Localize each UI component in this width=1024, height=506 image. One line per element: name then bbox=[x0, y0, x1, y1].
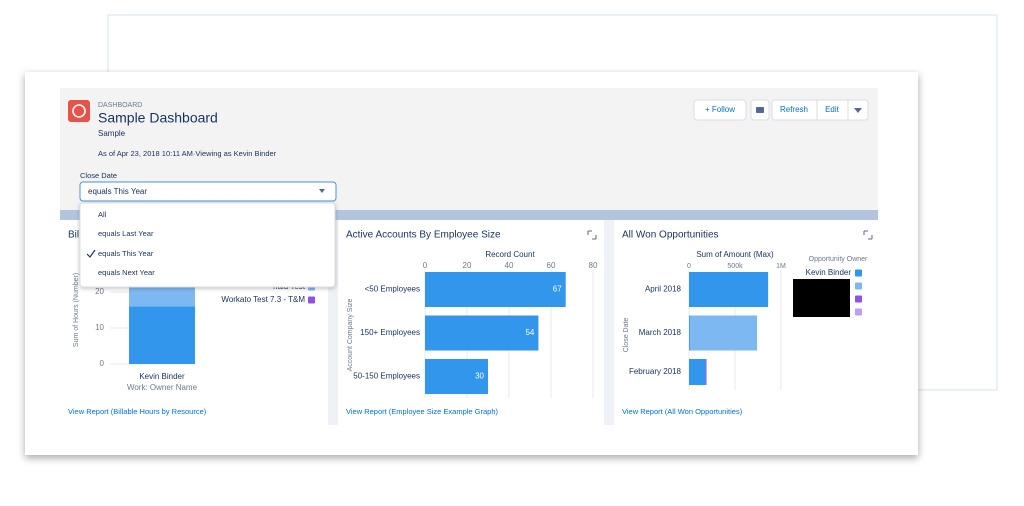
y-axis-title: Close Date bbox=[623, 318, 630, 353]
filter-value: equals This Year bbox=[88, 187, 147, 196]
x-tick-label: 0 bbox=[423, 261, 428, 270]
follow-label: + Follow bbox=[705, 105, 735, 114]
legend-swatch bbox=[855, 308, 862, 316]
legend-swatch bbox=[308, 296, 315, 304]
report-link[interactable]: View Report (All Won Opportunities) bbox=[622, 407, 743, 416]
x-tick-label: 60 bbox=[547, 261, 556, 270]
filter-label: Close Date bbox=[80, 171, 117, 180]
value-label: 30 bbox=[475, 372, 484, 381]
x-tick-label: 40 bbox=[505, 261, 514, 270]
panel-title: All Won Opportunities bbox=[622, 230, 719, 241]
y-tick-label: <50 Employees bbox=[365, 285, 420, 294]
more-button[interactable] bbox=[854, 108, 862, 113]
follow-button[interactable] bbox=[693, 99, 747, 121]
x-tick-label: Kevin Binder bbox=[139, 372, 185, 381]
legend-label: Workato Test 7.3 - T&M bbox=[221, 295, 305, 304]
x-axis-title: Sum of Amount (Max) bbox=[696, 250, 774, 259]
legend-label: Kevin Binder bbox=[806, 268, 852, 277]
x-tick-label: 1M bbox=[776, 263, 786, 270]
charts: Billable Hours by ResourceView Report (B… bbox=[68, 230, 873, 416]
bar-segment bbox=[689, 272, 769, 307]
bar bbox=[425, 315, 539, 351]
bar-segment bbox=[689, 315, 690, 351]
check bbox=[86, 249, 96, 258]
caret bbox=[319, 189, 325, 193]
bar bbox=[425, 359, 488, 394]
filter-dropdown: All equals Last Year equals This Year eq… bbox=[79, 202, 336, 288]
band bbox=[60, 210, 878, 220]
bar-segment bbox=[689, 359, 706, 385]
expand-icon bbox=[863, 230, 873, 240]
x-tick-label: 20 bbox=[463, 261, 472, 270]
refresh-label: Refresh bbox=[780, 105, 808, 114]
legend-swatch bbox=[855, 269, 862, 277]
option[interactable]: equals This Year bbox=[98, 249, 154, 258]
option[interactable]: All bbox=[98, 210, 107, 219]
y-tick-label: March 2018 bbox=[639, 328, 682, 337]
report-link[interactable]: View Report (Billable Hours by Resource) bbox=[68, 407, 207, 416]
buttons: + Follow Refresh Edit bbox=[693, 99, 869, 121]
x-tick-label: 0 bbox=[687, 263, 691, 270]
x-tick-label: 80 bbox=[589, 261, 598, 270]
y-tick-label: 0 bbox=[100, 359, 105, 368]
dashboard-icon bbox=[68, 100, 90, 122]
y-axis-title: Sum of Hours (Number) bbox=[73, 273, 80, 347]
option[interactable]: equals Last Year bbox=[98, 229, 154, 238]
report-link[interactable]: View Report (Employee Size Example Graph… bbox=[346, 407, 499, 416]
y-tick-label: 150+ Employees bbox=[360, 328, 420, 337]
subtitle: Sample bbox=[98, 129, 126, 138]
icon-glyph bbox=[72, 104, 86, 118]
legend-swatch bbox=[855, 282, 862, 290]
value-label: 67 bbox=[553, 285, 562, 294]
legend-title: Opportunity Owner bbox=[809, 256, 868, 263]
filter-select[interactable] bbox=[79, 181, 337, 202]
title: Sample Dashboard bbox=[98, 110, 218, 126]
legend-swatch bbox=[855, 295, 862, 303]
panel-title: Active Accounts By Employee Size bbox=[346, 230, 501, 241]
bar bbox=[425, 272, 566, 307]
bar-segment bbox=[705, 359, 707, 385]
bar-segment bbox=[689, 315, 758, 351]
x-axis-title: Work: Owner Name bbox=[127, 383, 198, 392]
y-tick-label: April 2018 bbox=[645, 285, 682, 294]
y-axis-title: Account Company Size bbox=[347, 299, 354, 372]
y-tick-label: 10 bbox=[95, 323, 104, 332]
as-of: As of Apr 23, 2018 10:11 AM·Viewing as K… bbox=[98, 149, 277, 158]
button-group bbox=[771, 99, 869, 121]
value-label: 54 bbox=[525, 328, 534, 337]
bar-segment bbox=[129, 306, 195, 364]
edit-label: Edit bbox=[825, 105, 840, 114]
option[interactable]: equals Next Year bbox=[98, 268, 155, 277]
expand-icon bbox=[587, 230, 597, 240]
kicker: DASHBOARD bbox=[98, 102, 142, 109]
subscribe-icon bbox=[756, 107, 764, 113]
y-tick-label: 50-150 Employees bbox=[353, 372, 420, 381]
x-tick-label: 500k bbox=[727, 263, 743, 270]
redaction bbox=[793, 279, 850, 317]
dropdown-panel bbox=[79, 202, 336, 288]
x-axis-title: Record Count bbox=[485, 250, 535, 259]
y-tick-label: 20 bbox=[95, 287, 104, 296]
y-tick-label: February 2018 bbox=[629, 367, 682, 376]
